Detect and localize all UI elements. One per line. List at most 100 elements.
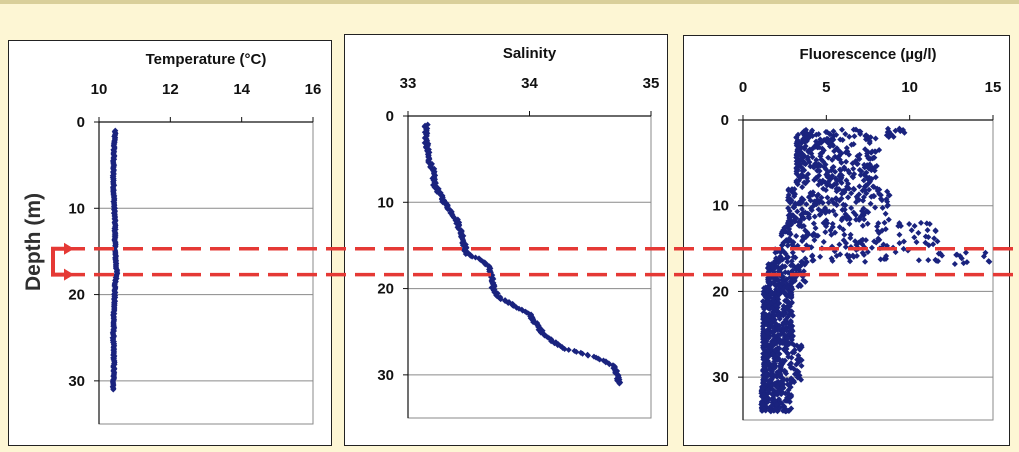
fluorescence-data-point bbox=[915, 229, 922, 236]
fluorescence-data-point bbox=[861, 171, 868, 178]
fluorescence-data-point bbox=[771, 364, 778, 371]
fluorescence-data-point bbox=[926, 220, 933, 227]
fluorescence-data-point bbox=[769, 351, 776, 358]
fluorescence-data-point bbox=[791, 342, 798, 349]
fluorescence-data-point bbox=[786, 303, 793, 310]
temperature-y-tick-label: 20 bbox=[68, 287, 85, 304]
fluorescence-data-point bbox=[931, 235, 938, 242]
fluorescence-data-point bbox=[872, 204, 879, 211]
fluorescence-data-point bbox=[892, 249, 899, 256]
fluorescence-data-point bbox=[802, 233, 809, 240]
fluorescence-data-point bbox=[810, 163, 817, 170]
temperature-y-tick-label: 10 bbox=[68, 200, 85, 217]
fluorescence-data-point bbox=[813, 156, 820, 163]
fluorescence-data-point bbox=[782, 368, 789, 375]
fluorescence-data-point bbox=[958, 255, 965, 262]
fluorescence-data-point bbox=[855, 239, 862, 246]
fluorescence-data-point bbox=[769, 263, 776, 270]
fluorescence-data-point bbox=[784, 381, 791, 388]
fluorescence-data-point bbox=[763, 320, 770, 327]
fluorescence-data-point bbox=[780, 286, 787, 293]
fluorescence-data-point bbox=[825, 154, 832, 161]
fluorescence-data-point bbox=[775, 396, 782, 403]
salinity-data-point bbox=[614, 377, 621, 384]
salinity-data-point bbox=[579, 350, 586, 357]
fluorescence-data-point bbox=[883, 252, 890, 259]
fluorescence-data-point bbox=[760, 332, 767, 339]
fluorescence-data-point bbox=[857, 213, 864, 220]
fluorescence-data-point bbox=[884, 203, 891, 210]
fluorescence-data-point bbox=[761, 346, 768, 353]
fluorescence-data-point bbox=[840, 187, 847, 194]
fluorescence-data-point bbox=[822, 206, 829, 213]
fluorescence-data-point bbox=[762, 374, 769, 381]
fluorescence-data-point bbox=[773, 255, 780, 262]
fluorescence-data-point bbox=[832, 200, 839, 207]
fluorescence-data-point bbox=[838, 179, 845, 186]
fluorescence-data-point bbox=[774, 304, 781, 311]
fluorescence-data-point bbox=[797, 282, 804, 289]
fluorescence-data-point bbox=[871, 193, 878, 200]
fluorescence-data-point bbox=[827, 227, 834, 234]
fluorescence-data-point bbox=[805, 231, 812, 238]
fluorescence-data-point bbox=[793, 233, 800, 240]
fluorescence-data-point bbox=[788, 393, 795, 400]
fluorescence-data-point bbox=[828, 255, 835, 262]
fluorescence-data-point bbox=[787, 380, 794, 387]
fluorescence-data-point bbox=[793, 266, 800, 273]
fluorescence-data-point bbox=[820, 219, 827, 226]
fluorescence-data-point bbox=[871, 238, 878, 245]
fluorescence-data-point bbox=[843, 158, 850, 165]
fluorescence-data-point bbox=[951, 260, 958, 267]
fluorescence-data-point bbox=[770, 309, 777, 316]
fluorescence-data-point bbox=[791, 193, 798, 200]
temperature-x-tick-label: 12 bbox=[162, 81, 179, 98]
fluorescence-data-point bbox=[881, 219, 888, 226]
fluorescence-data-point bbox=[801, 261, 808, 268]
fluorescence-data-point bbox=[772, 282, 779, 289]
fluorescence-data-point bbox=[766, 366, 773, 373]
fluorescence-data-point bbox=[807, 190, 814, 197]
fluorescence-data-point bbox=[795, 131, 802, 138]
fluorescence-data-point bbox=[795, 219, 802, 226]
fluorescence-series bbox=[758, 125, 993, 415]
depth-axis-label: Depth (m) bbox=[22, 193, 45, 291]
salinity-data-point bbox=[442, 201, 449, 208]
fluorescence-data-point bbox=[777, 399, 784, 406]
fluorescence-data-point bbox=[852, 211, 859, 218]
fluorescence-data-point bbox=[906, 221, 913, 228]
fluorescence-data-point bbox=[854, 161, 861, 168]
fluorescence-data-point bbox=[802, 134, 809, 141]
fluorescence-data-point bbox=[819, 177, 826, 184]
fluorescence-data-point bbox=[838, 126, 845, 133]
fluorescence-data-point bbox=[777, 360, 784, 367]
fluorescence-data-point bbox=[801, 138, 808, 145]
fluorescence-data-point bbox=[772, 346, 779, 353]
fluorescence-data-point bbox=[850, 165, 857, 172]
temperature-title: Temperature (°C) bbox=[146, 51, 267, 68]
fluorescence-data-point bbox=[879, 204, 886, 211]
fluorescence-data-point bbox=[863, 132, 870, 139]
fluorescence-data-point bbox=[911, 234, 918, 241]
salinity-data-point bbox=[433, 188, 440, 195]
fluorescence-data-point bbox=[832, 175, 839, 182]
fluorescence-data-point bbox=[954, 251, 961, 258]
fluorescence-data-point bbox=[848, 141, 855, 148]
fluorescence-data-point bbox=[770, 313, 777, 320]
fluorescence-data-point bbox=[829, 141, 836, 148]
fluorescence-data-point bbox=[850, 185, 857, 192]
fluorescence-data-point bbox=[784, 299, 791, 306]
fluorescence-data-point bbox=[771, 373, 778, 380]
fluorescence-data-point bbox=[841, 231, 848, 238]
fluorescence-data-point bbox=[798, 362, 805, 369]
fluorescence-data-point bbox=[781, 224, 788, 231]
fluorescence-data-point bbox=[848, 205, 855, 212]
fluorescence-data-point bbox=[777, 253, 784, 260]
salinity-data-point bbox=[585, 352, 592, 359]
fluorescence-data-point bbox=[784, 335, 791, 342]
fluorescence-data-point bbox=[871, 164, 878, 171]
fluorescence-title: Fluorescence (µg/l) bbox=[799, 46, 936, 63]
fluorescence-data-point bbox=[825, 199, 832, 206]
fluorescence-data-point bbox=[798, 342, 805, 349]
